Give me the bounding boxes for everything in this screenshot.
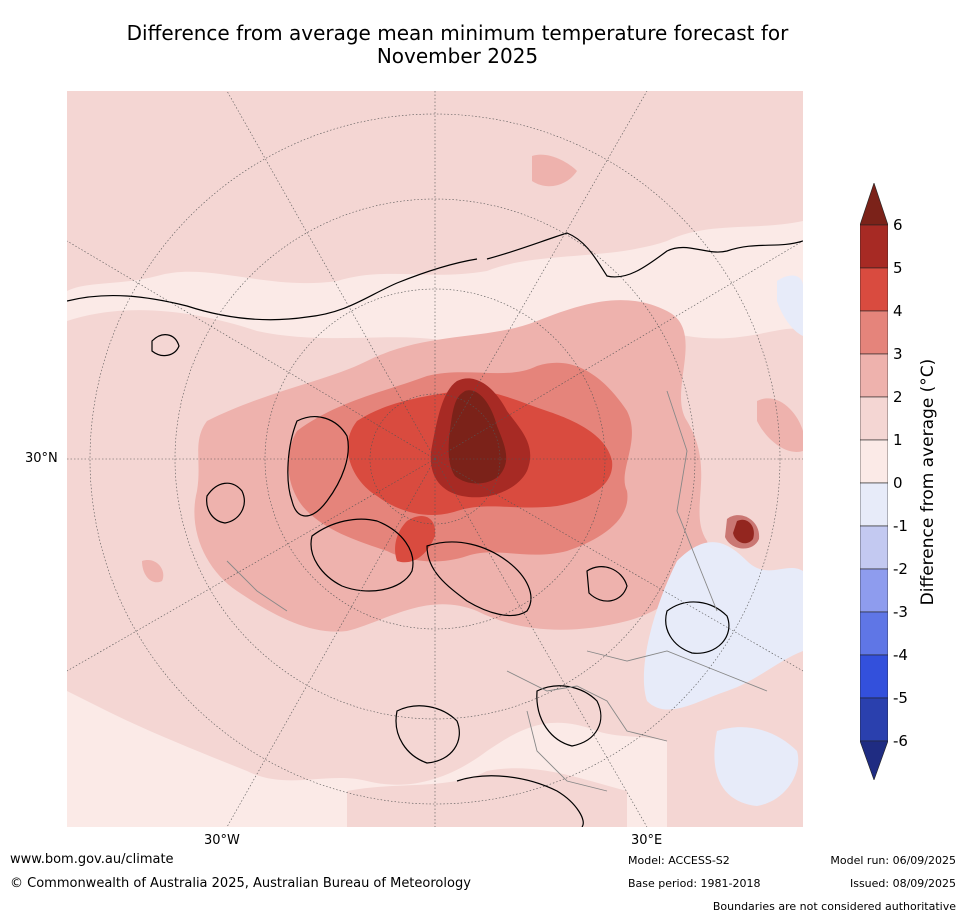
colorbar-tick-label: 4 [893, 302, 903, 320]
colorbar-tick-label: -5 [893, 689, 908, 707]
colorbar-bin [860, 525, 888, 570]
footer-copyright: © Commonwealth of Australia 2025, Austra… [10, 876, 471, 891]
colorbar-tick-label: 5 [893, 259, 903, 277]
chart-title: Difference from average mean minimum tem… [60, 22, 855, 68]
colorbar-tick-label: -4 [893, 646, 908, 664]
anomaly-5-plus-regions [430, 378, 760, 549]
colorbar-tick-label: 1 [893, 431, 903, 449]
colorbar-tick-label: 6 [893, 216, 903, 234]
footer-model: Model: ACCESS-S2 [628, 854, 730, 867]
lat-label-30n: 30°N [25, 451, 58, 466]
coastlines [67, 232, 803, 827]
colorbar-bin [860, 310, 888, 355]
title-line-1: Difference from average mean minimum tem… [126, 21, 789, 45]
colorbar-bin [860, 267, 888, 312]
colorbar-bin [860, 439, 888, 484]
title-line-2: November 2025 [376, 44, 539, 68]
colorbar-under-arrow [860, 740, 888, 780]
footer-disclaimer: Boundaries are not considered authoritat… [712, 900, 956, 913]
colorbar-bin [860, 697, 888, 742]
borders [226, 390, 768, 792]
lon-label-30e: 30°E [631, 833, 663, 848]
polar-map [67, 91, 803, 827]
footer-model-run: Model run: 06/09/2025 [830, 854, 956, 867]
footer-url: www.bom.gov.au/climate [10, 852, 174, 867]
colorbar-bin [860, 482, 888, 527]
colorbar-bin [860, 224, 888, 269]
colorbar-tick-label: 3 [893, 345, 903, 363]
colorbar-tick-label: 2 [893, 388, 903, 406]
colorbar [860, 183, 888, 780]
colorbar-bin [860, 396, 888, 441]
graticule [67, 91, 803, 827]
colorbar-tick-label: -3 [893, 603, 908, 621]
colorbar-tick-label: -1 [893, 517, 908, 535]
colorbar-bin [860, 611, 888, 656]
colorbar-over-arrow [860, 183, 888, 226]
footer-base-period: Base period: 1981-2018 [628, 877, 761, 890]
colorbar-bin [860, 353, 888, 398]
colorbar-label: Difference from average (°C) [918, 358, 938, 606]
colorbar-bin [860, 654, 888, 699]
anomaly-negative-regions [643, 275, 803, 806]
lon-label-30w: 30°W [204, 833, 240, 848]
colorbar-bin [860, 568, 888, 613]
colorbar-tick-label: -6 [893, 732, 908, 750]
colorbar-tick-label: 0 [893, 474, 903, 492]
footer-issued: Issued: 08/09/2025 [849, 877, 956, 890]
colorbar-tick-label: -2 [893, 560, 908, 578]
